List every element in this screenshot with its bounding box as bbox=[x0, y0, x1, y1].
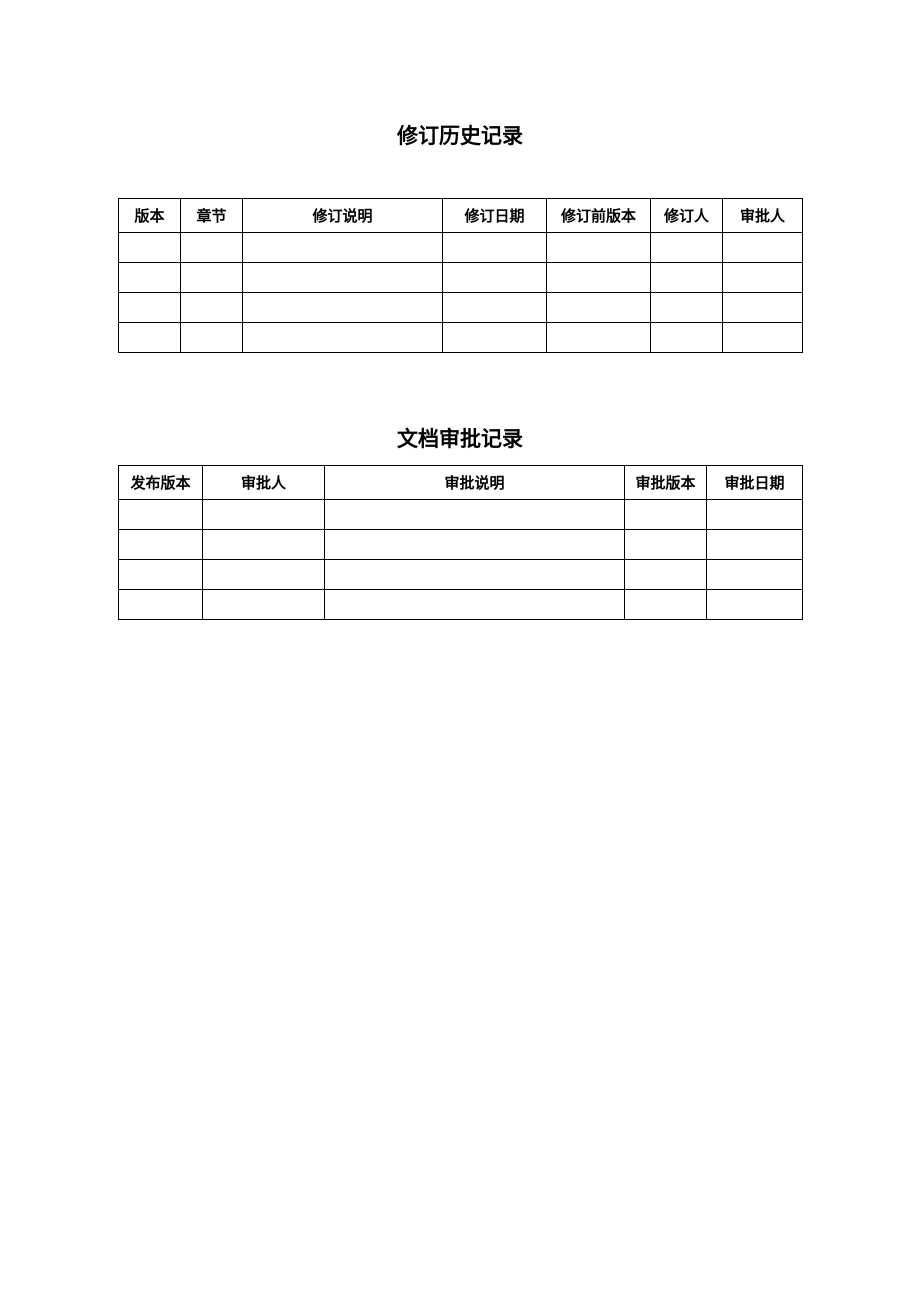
cell bbox=[119, 530, 203, 560]
cell bbox=[203, 590, 325, 620]
col-version: 版本 bbox=[119, 199, 181, 233]
cell bbox=[243, 323, 443, 353]
col-approval-note: 审批说明 bbox=[325, 466, 625, 500]
cell bbox=[181, 293, 243, 323]
table-row bbox=[119, 323, 803, 353]
cell bbox=[243, 293, 443, 323]
table-row bbox=[119, 233, 803, 263]
cell bbox=[707, 530, 803, 560]
cell bbox=[203, 560, 325, 590]
cell bbox=[625, 500, 707, 530]
cell bbox=[651, 293, 723, 323]
cell bbox=[181, 263, 243, 293]
table-row bbox=[119, 530, 803, 560]
cell bbox=[119, 323, 181, 353]
col-date: 修订日期 bbox=[443, 199, 547, 233]
table-row bbox=[119, 293, 803, 323]
cell bbox=[625, 530, 707, 560]
cell bbox=[325, 560, 625, 590]
cell bbox=[547, 293, 651, 323]
col-approver: 审批人 bbox=[723, 199, 803, 233]
cell bbox=[181, 233, 243, 263]
cell bbox=[119, 263, 181, 293]
col-approval-date: 审批日期 bbox=[707, 466, 803, 500]
cell bbox=[547, 263, 651, 293]
col-reviser: 修订人 bbox=[651, 199, 723, 233]
revision-history-title: 修订历史记录 bbox=[118, 120, 802, 150]
col-release-version: 发布版本 bbox=[119, 466, 203, 500]
table-row bbox=[119, 500, 803, 530]
cell bbox=[119, 233, 181, 263]
cell bbox=[119, 560, 203, 590]
cell bbox=[443, 293, 547, 323]
cell bbox=[625, 560, 707, 590]
cell bbox=[243, 263, 443, 293]
table-row bbox=[119, 560, 803, 590]
col-approval-version: 审批版本 bbox=[625, 466, 707, 500]
cell bbox=[325, 500, 625, 530]
cell bbox=[203, 500, 325, 530]
table-header-row: 发布版本 审批人 审批说明 审批版本 审批日期 bbox=[119, 466, 803, 500]
cell bbox=[723, 293, 803, 323]
cell bbox=[707, 500, 803, 530]
cell bbox=[625, 590, 707, 620]
cell bbox=[243, 233, 443, 263]
cell bbox=[119, 590, 203, 620]
cell bbox=[203, 530, 325, 560]
table-header-row: 版本 章节 修订说明 修订日期 修订前版本 修订人 审批人 bbox=[119, 199, 803, 233]
cell bbox=[723, 233, 803, 263]
cell bbox=[325, 590, 625, 620]
col-prev-version: 修订前版本 bbox=[547, 199, 651, 233]
cell bbox=[723, 263, 803, 293]
approval-record-title: 文档审批记录 bbox=[118, 423, 802, 453]
cell bbox=[325, 530, 625, 560]
cell bbox=[443, 233, 547, 263]
table-row bbox=[119, 590, 803, 620]
cell bbox=[181, 323, 243, 353]
table-row bbox=[119, 263, 803, 293]
cell bbox=[547, 233, 651, 263]
cell bbox=[443, 263, 547, 293]
col-description: 修订说明 bbox=[243, 199, 443, 233]
cell bbox=[651, 233, 723, 263]
cell bbox=[651, 263, 723, 293]
cell bbox=[707, 560, 803, 590]
cell bbox=[547, 323, 651, 353]
cell bbox=[651, 323, 723, 353]
cell bbox=[723, 323, 803, 353]
cell bbox=[443, 323, 547, 353]
col-approver: 审批人 bbox=[203, 466, 325, 500]
cell bbox=[119, 500, 203, 530]
document-page: 修订历史记录 版本 章节 修订说明 修订日期 修订前版本 修订人 审批人 bbox=[0, 0, 920, 620]
cell bbox=[707, 590, 803, 620]
revision-history-table: 版本 章节 修订说明 修订日期 修订前版本 修订人 审批人 bbox=[118, 198, 803, 353]
col-chapter: 章节 bbox=[181, 199, 243, 233]
cell bbox=[119, 293, 181, 323]
approval-record-table: 发布版本 审批人 审批说明 审批版本 审批日期 bbox=[118, 465, 803, 620]
